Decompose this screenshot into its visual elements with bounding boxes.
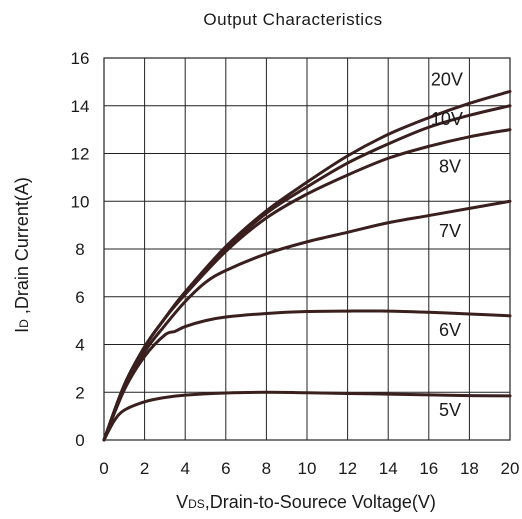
x-axis-label: VDS,Drain-to-Sourece Voltage(V)	[176, 492, 436, 512]
y-tick-label: 6	[75, 288, 84, 307]
x-tick-label: 6	[221, 459, 230, 478]
curve-8v	[102, 128, 512, 442]
y-tick-label: 2	[75, 383, 84, 402]
curve-5v	[102, 390, 512, 442]
y-tick-label: 4	[75, 336, 84, 355]
x-tick-label: 2	[140, 459, 149, 478]
y-tick-label: 14	[71, 97, 90, 116]
x-axis-label-symbol: V	[176, 492, 188, 512]
series-label-6v: 6V	[439, 320, 461, 340]
curves	[102, 89, 512, 442]
x-tick-label: 4	[180, 459, 189, 478]
y-axis-label-rest: ,Drain Current(A)	[12, 177, 32, 319]
x-tick-label: 8	[262, 459, 271, 478]
x-axis-label-rest: ,Drain-to-Sourece Voltage(V)	[205, 492, 436, 512]
curve-7v	[102, 199, 512, 442]
y-tick-label: 8	[75, 240, 84, 259]
x-tick-label: 20	[501, 459, 520, 478]
series-label-10v: 10V	[431, 109, 463, 129]
x-axis-ticks: 0 2 4 6 8 10 12 14 16 18 20	[99, 459, 519, 478]
y-axis-ticks: 0 2 4 6 8 10 12 14 16	[71, 49, 90, 450]
chart-title: Output Characteristics	[203, 10, 382, 29]
y-tick-label: 0	[75, 431, 84, 450]
x-tick-label: 12	[338, 459, 357, 478]
series-label-8v: 8V	[439, 157, 461, 177]
x-tick-label: 14	[379, 459, 398, 478]
x-tick-label: 0	[99, 459, 108, 478]
y-tick-label: 12	[71, 145, 90, 164]
y-tick-label: 10	[71, 192, 90, 211]
x-tick-label: 16	[419, 459, 438, 478]
y-axis-label-subscript: D	[17, 319, 31, 328]
series-labels: 20V 10V 8V 7V 6V 5V	[431, 69, 463, 420]
y-axis-label-symbol: I	[12, 328, 32, 333]
curve-6v	[102, 309, 512, 442]
x-axis-label-subscript: DS	[188, 497, 205, 511]
series-label-20v: 20V	[431, 69, 463, 89]
x-tick-label: 10	[298, 459, 317, 478]
y-tick-label: 16	[71, 49, 90, 68]
series-label-5v: 5V	[439, 400, 461, 420]
x-tick-label: 18	[460, 459, 479, 478]
series-label-7v: 7V	[439, 221, 461, 241]
y-axis-label: ID ,Drain Current(A)	[12, 177, 32, 333]
plot-frame	[103, 57, 511, 441]
